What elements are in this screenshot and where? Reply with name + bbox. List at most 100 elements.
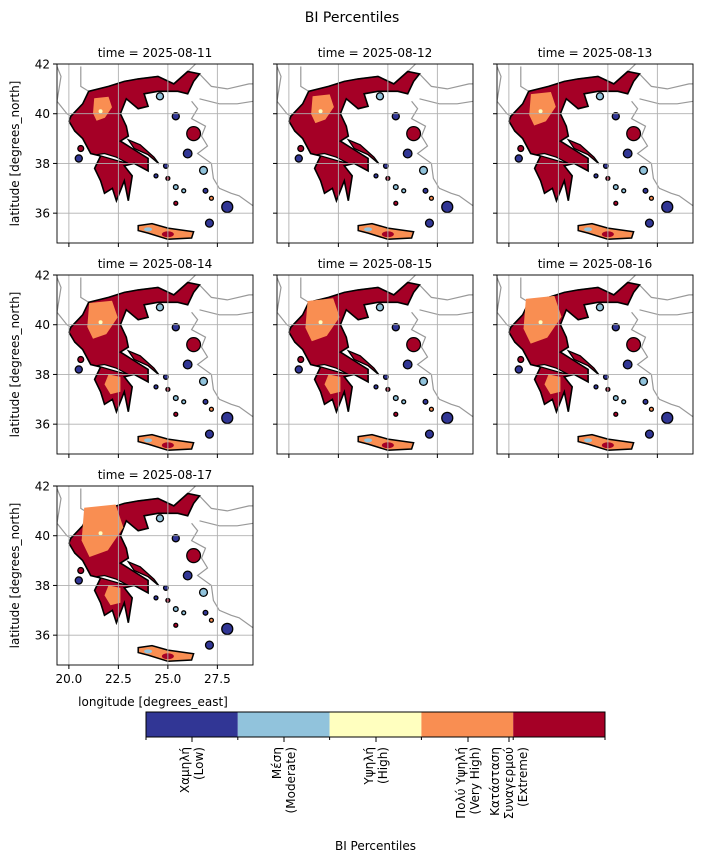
island	[393, 411, 399, 417]
region-high	[98, 320, 103, 325]
island	[428, 406, 435, 412]
country-border	[639, 73, 693, 90]
island	[401, 399, 407, 405]
island	[186, 547, 202, 564]
region-extreme	[346, 138, 380, 165]
y-tick-label: 42	[35, 269, 50, 283]
island	[153, 173, 159, 179]
gulf	[96, 574, 129, 586]
island	[422, 398, 429, 405]
island	[393, 200, 399, 206]
island	[182, 359, 193, 370]
panel-title: time = 2025-08-14	[98, 257, 213, 271]
country-border	[639, 98, 693, 105]
island	[402, 359, 413, 370]
island	[182, 148, 193, 159]
island	[375, 92, 385, 101]
island	[648, 406, 655, 412]
x-axis-label: longitude [degrees_east]	[78, 695, 228, 709]
island	[294, 365, 303, 374]
country-border	[199, 73, 253, 90]
island	[661, 200, 674, 214]
region-very-high	[311, 94, 334, 124]
panel-title: time = 2025-08-13	[538, 46, 653, 60]
island	[172, 606, 179, 613]
panel-title: time = 2025-08-15	[318, 257, 433, 271]
country-border	[419, 309, 473, 316]
island	[74, 154, 83, 163]
colorbar-swatch	[513, 712, 605, 737]
island	[391, 322, 400, 332]
island	[181, 399, 187, 405]
region-moderate	[144, 227, 153, 232]
country-border	[190, 100, 253, 207]
island	[221, 411, 234, 425]
map-panel: time = 2025-08-17 20.0 22.5 25.0 27.5 36 38 40 4…	[8, 468, 254, 709]
island	[297, 355, 305, 364]
region-high	[318, 109, 323, 114]
island	[593, 384, 599, 390]
island	[171, 322, 180, 332]
colorbar-swatch	[237, 712, 330, 737]
y-tick-label: 36	[35, 418, 50, 432]
region-high	[318, 320, 323, 325]
axes-frame	[56, 63, 254, 244]
colorbar-tick-label: Πολύ Υψηλή(Very High)	[454, 747, 482, 819]
island	[424, 429, 435, 439]
region-very-high	[104, 585, 121, 606]
map-panel: time = 2025-08-15	[273, 257, 474, 458]
map-panel: time = 2025-08-11 36 38 40 42 latitude [degre…	[8, 46, 254, 247]
island	[644, 429, 655, 439]
region-very-high	[93, 96, 112, 121]
island	[155, 514, 165, 523]
island	[406, 336, 422, 353]
region-very-high	[529, 92, 556, 126]
country-border	[190, 311, 253, 418]
y-axis-label: latitude [degrees_north]	[8, 503, 22, 649]
country-border	[630, 311, 693, 418]
island	[611, 111, 620, 121]
region-extreme	[288, 70, 421, 204]
island	[595, 92, 605, 101]
island	[626, 126, 642, 142]
gulf	[536, 363, 569, 375]
island	[441, 411, 454, 425]
island	[172, 395, 179, 402]
y-tick-label: 38	[35, 157, 50, 171]
island	[622, 359, 633, 370]
region-very-high	[577, 433, 635, 452]
island	[208, 617, 215, 623]
colorbar-tick-label: Υψηλή(High)	[362, 747, 390, 786]
island	[202, 398, 209, 405]
y-tick-label: 42	[35, 58, 50, 72]
x-tick-label: 20.0	[56, 672, 83, 686]
region-very-high	[137, 222, 195, 241]
island	[208, 406, 215, 412]
x-tick-label: 22.5	[105, 672, 132, 686]
island	[173, 622, 179, 628]
colorbar-swatch	[421, 712, 514, 737]
y-tick-label: 42	[35, 480, 50, 494]
map-panel: time = 2025-08-16	[493, 257, 694, 458]
island	[155, 92, 165, 101]
region-very-high	[305, 298, 340, 342]
island	[294, 154, 303, 163]
country-border	[199, 309, 253, 316]
island	[422, 187, 429, 194]
region-very-high	[137, 433, 195, 452]
gulf	[536, 152, 569, 164]
island	[392, 184, 399, 191]
y-tick-label: 36	[35, 629, 50, 643]
country-border	[199, 520, 253, 527]
colorbar-swatch	[146, 712, 238, 737]
axes-frame	[276, 63, 474, 244]
axes-frame	[56, 274, 254, 455]
region-extreme	[346, 349, 380, 376]
island	[198, 376, 209, 387]
country-border	[410, 311, 473, 418]
island	[626, 336, 642, 353]
island	[77, 355, 85, 364]
region-very-high	[324, 374, 341, 395]
island	[181, 188, 187, 194]
y-tick-label: 40	[35, 529, 50, 543]
